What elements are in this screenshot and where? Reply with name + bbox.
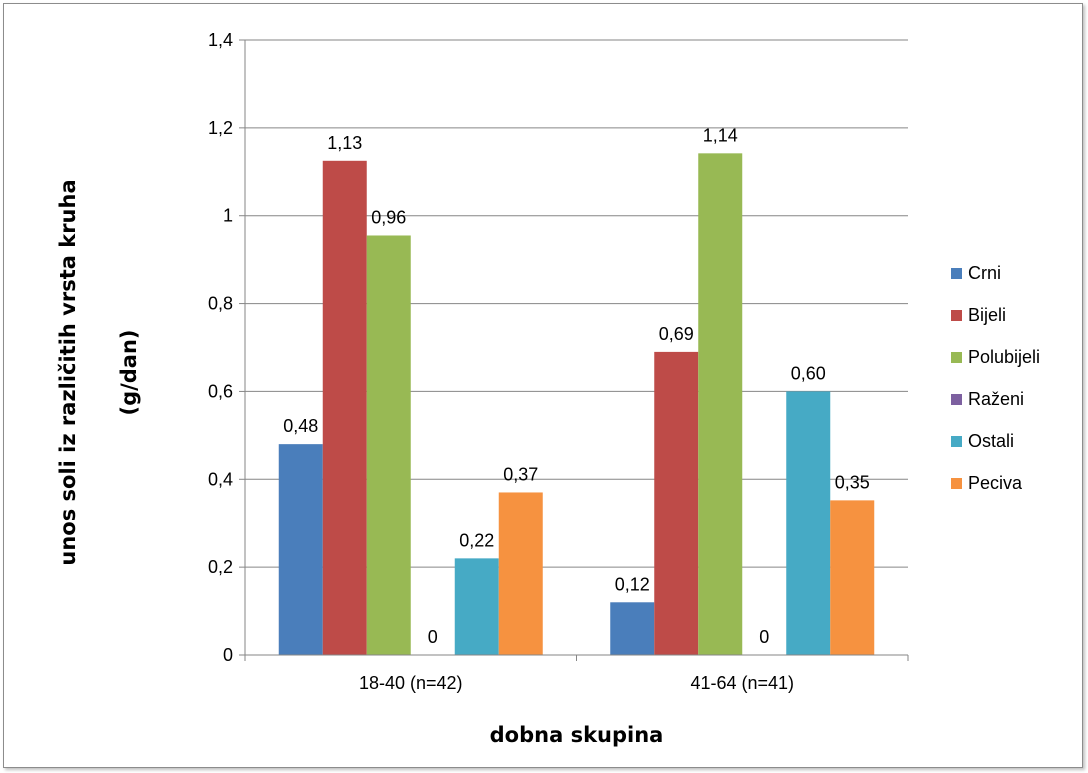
bar-peciva [498, 492, 543, 655]
bar-ostali [786, 391, 831, 655]
legend-swatch [951, 478, 962, 489]
bar-polubijeli [366, 235, 411, 655]
y-axis-title: unos soli iz različitih vrsta kruha (g/d… [56, 179, 141, 565]
bar-bijeli [654, 351, 699, 655]
y-axis-ticks: 0 0,2 0,4 0,6 0,8 1 1,2 1,4 [208, 30, 245, 665]
legend-swatch [951, 352, 962, 363]
bar-bijeli [322, 160, 367, 655]
data-label: 0 [759, 627, 769, 647]
data-label: 0,12 [615, 574, 650, 594]
data-label: 0,22 [459, 530, 494, 550]
y-axis-title-line-2: (g/dan) [117, 329, 141, 415]
data-label: 0,69 [659, 324, 694, 344]
y-axis-title-line-1: unos soli iz različitih vrsta kruha [56, 179, 80, 565]
data-label: 0,48 [283, 416, 318, 436]
data-label: 0,96 [371, 207, 406, 227]
x-tick-label: 18-40 (n=42) [359, 673, 463, 693]
legend-label: Polubijeli [968, 347, 1040, 367]
legend-label: Bijeli [968, 305, 1006, 325]
legend-label: Crni [968, 263, 1001, 283]
legend-swatch [951, 268, 962, 279]
x-axis-title: dobna skupina [490, 723, 664, 747]
data-label: 1,14 [703, 125, 738, 145]
y-tick-label: 0,8 [208, 294, 233, 314]
data-label: 1,13 [327, 133, 362, 153]
bar-ostali [454, 558, 499, 655]
bars [278, 153, 875, 656]
data-label: 0,37 [503, 464, 538, 484]
data-label: 0,60 [791, 363, 826, 383]
bar-peciva [830, 500, 875, 655]
data-label: 0 [428, 627, 438, 647]
bar-polubijeli [698, 153, 743, 656]
legend-label: Raženi [968, 389, 1024, 409]
legend-swatch [951, 310, 962, 321]
x-axis-ticks: 18-40 (n=42) 41-64 (n=41) [244, 655, 909, 693]
legend-label: Peciva [968, 473, 1023, 493]
y-tick-label: 0 [223, 645, 233, 665]
y-tick-label: 1 [223, 206, 233, 226]
data-labels: 0,48 1,13 0,96 0 0,22 0,37 0,12 0,69 1,14 0 0,60 0,… [283, 125, 870, 647]
y-tick-label: 0,6 [208, 381, 233, 401]
y-tick-label: 1,4 [208, 30, 233, 50]
y-tick-label: 0,2 [208, 557, 233, 577]
data-label: 0,35 [835, 472, 870, 492]
x-tick-label: 41-64 (n=41) [690, 673, 794, 693]
legend-swatch [951, 436, 962, 447]
legend-swatch [951, 394, 962, 405]
chart-frame [3, 3, 1083, 768]
bar-crni [610, 602, 655, 655]
legend: Crni Bijeli Polubijeli Raženi Ostali Peciva [951, 263, 1040, 493]
y-tick-label: 1,2 [208, 118, 233, 138]
bar-crni [278, 444, 323, 655]
legend-label: Ostali [968, 431, 1014, 451]
y-tick-label: 0,4 [208, 469, 233, 489]
